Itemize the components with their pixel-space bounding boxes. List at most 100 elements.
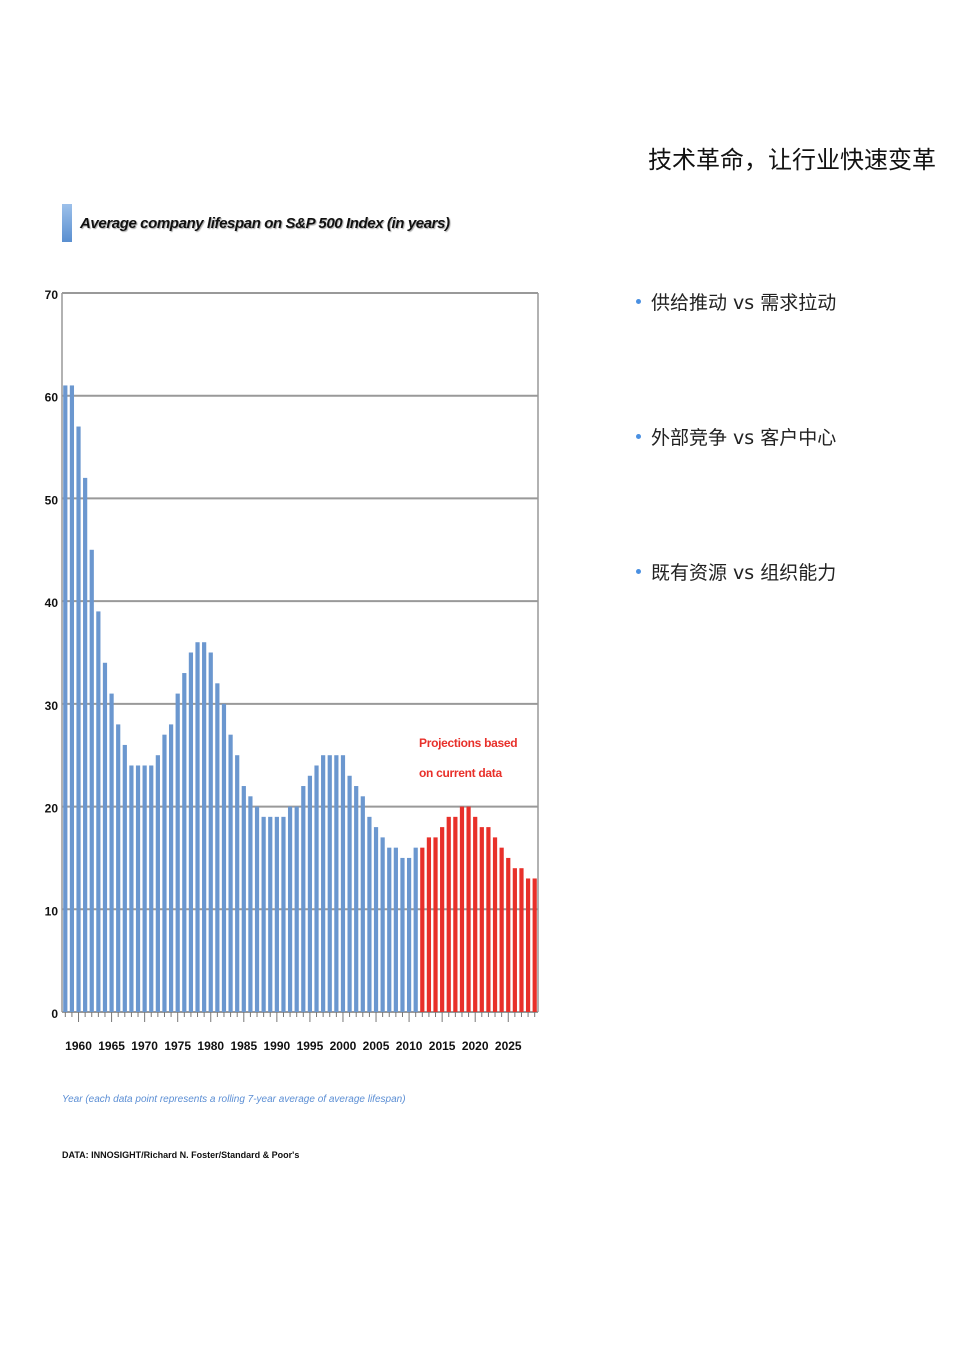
bullet-item: 外部竞争 vs 客户中心 [636,423,836,450]
bullet-text: 供给推动 vs 需求拉动 [651,292,837,314]
bar [347,775,352,1012]
bar [473,816,478,1012]
y-tick-label: 0 [51,1007,58,1021]
x-tick-label: 1965 [98,1039,125,1053]
bar [248,796,253,1012]
y-tick-label: 50 [45,493,59,507]
bar [76,426,81,1012]
x-tick-label: 1985 [230,1039,257,1053]
bar [261,816,266,1012]
x-tick-label: 1960 [65,1039,92,1053]
x-tick-label: 1970 [131,1039,158,1053]
bar [446,816,451,1012]
x-tick-label: 1975 [164,1039,191,1053]
bar [202,642,207,1012]
bar [479,827,484,1012]
bar [373,827,379,1012]
bar [89,549,94,1012]
bar [334,755,339,1012]
bar [367,816,372,1012]
bar [96,611,101,1012]
bullet-item: 既有资源 vs 组织能力 [636,558,836,585]
bar [321,755,326,1012]
chart-title: Average company lifespan on S&P 500 Inde… [80,214,450,232]
bar [426,837,432,1012]
projection-annotation: Projections based on current data [419,728,518,788]
x-axis-label: Year (each data point represents a rolli… [62,1094,406,1105]
bar [492,837,498,1012]
bar [149,765,154,1012]
y-tick-label: 20 [45,802,59,816]
bar [228,734,233,1012]
bar [440,827,445,1012]
bar [294,806,299,1012]
bar [168,724,174,1012]
bar [109,693,114,1012]
bar [360,796,365,1012]
bar [69,385,75,1012]
x-tick-label: 2020 [462,1039,489,1053]
bar [400,857,405,1012]
bullet-dot-icon [636,569,641,574]
bar [215,683,220,1012]
bar [420,847,425,1012]
bar [116,724,121,1012]
bullet-item: 供给推动 vs 需求拉动 [636,288,836,315]
bullet-dot-icon [636,434,641,439]
bar [413,847,418,1012]
bar [83,477,88,1012]
legend-swatch [62,204,72,242]
y-tick-label: 40 [45,596,59,610]
bar [155,755,160,1012]
bar [142,765,147,1012]
bar [406,857,412,1012]
bar [195,642,200,1012]
bar [162,734,167,1012]
bar [122,744,127,1012]
bullet-text: 外部竞争 vs 客户中心 [651,427,837,449]
bullet-dot-icon [636,299,641,304]
bar [499,847,504,1012]
chart-title-row: Average company lifespan on S&P 500 Inde… [62,204,450,242]
bullet-text: 既有资源 vs 组织能力 [651,562,837,584]
x-tick-label: 2010 [396,1039,423,1053]
x-tick-label: 2015 [429,1039,456,1053]
bar [287,806,293,1012]
bar [301,786,306,1012]
bar [235,755,240,1012]
bar [175,693,180,1012]
bar [208,652,213,1012]
bar [102,662,108,1012]
bar [188,652,194,1012]
bar [241,786,246,1012]
bar [453,816,458,1012]
bar [254,806,260,1012]
bar [459,806,465,1012]
projection-annotation-line: on current data [419,766,502,780]
bar [307,775,313,1012]
y-tick-label: 60 [45,391,59,405]
bar [387,847,392,1012]
bar [129,765,134,1012]
bar [135,765,141,1012]
bar [354,786,359,1012]
bar [314,765,319,1012]
x-tick-label: 2000 [330,1039,357,1053]
bar [340,755,346,1012]
y-tick-label: 10 [45,904,59,918]
bar [281,816,286,1012]
x-tick-label: 1990 [264,1039,291,1053]
bar [519,868,524,1012]
y-tick-label: 70 [45,288,59,302]
bar [268,816,273,1012]
bar [512,868,517,1012]
bar [466,806,471,1012]
bar [433,837,438,1012]
bar [327,755,332,1012]
x-tick-label: 1995 [297,1039,324,1053]
bar [274,816,279,1012]
data-source: DATA: INNOSIGHT/Richard N. Foster/Standa… [62,1150,300,1160]
bar [506,857,511,1012]
x-tick-label: 1980 [197,1039,224,1053]
